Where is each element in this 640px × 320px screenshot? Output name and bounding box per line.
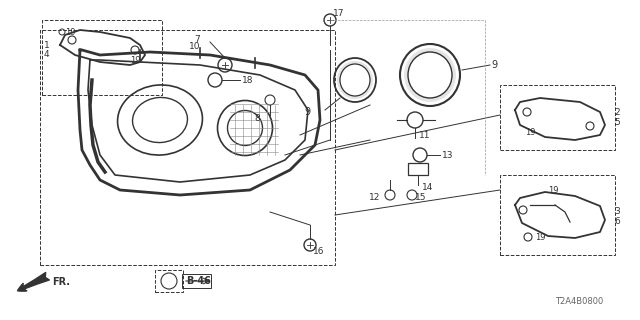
Text: 9: 9 [304, 107, 310, 117]
Text: 13: 13 [442, 150, 454, 159]
Text: 19: 19 [525, 127, 536, 137]
Bar [500, 85, 615, 150]
Bar [500, 175, 615, 255]
Text: T2A4B0800: T2A4B0800 [555, 298, 604, 307]
Circle shape [265, 95, 275, 105]
Text: 18: 18 [242, 76, 253, 84]
Bar [408, 163, 428, 175]
Bar [40, 30, 335, 265]
Circle shape [413, 148, 427, 162]
Text: 1: 1 [44, 41, 50, 50]
Text: 19: 19 [535, 233, 545, 242]
Circle shape [407, 112, 423, 128]
Text: 19: 19 [130, 55, 141, 65]
Text: B-46: B-46 [186, 276, 211, 286]
Circle shape [385, 190, 395, 200]
Text: 8: 8 [254, 114, 260, 123]
Text: 2: 2 [614, 108, 620, 116]
Text: 11: 11 [419, 131, 431, 140]
Circle shape [304, 239, 316, 251]
Bar [42, 20, 162, 95]
Circle shape [324, 14, 336, 26]
Text: 9: 9 [491, 60, 497, 70]
Text: 4: 4 [44, 50, 50, 59]
Circle shape [407, 190, 417, 200]
Bar [155, 270, 183, 292]
Text: 14: 14 [422, 182, 433, 191]
Ellipse shape [337, 61, 373, 99]
Ellipse shape [404, 48, 456, 102]
Text: 5: 5 [614, 117, 620, 126]
Text: 3: 3 [614, 207, 620, 217]
Text: FR.: FR. [52, 277, 70, 287]
Text: 19: 19 [548, 186, 559, 195]
Text: 10: 10 [189, 42, 200, 51]
Text: 17: 17 [333, 9, 344, 18]
Text: 7: 7 [195, 35, 200, 44]
Circle shape [208, 73, 222, 87]
Ellipse shape [408, 52, 452, 98]
Text: 12: 12 [369, 194, 380, 203]
Text: 15: 15 [415, 194, 426, 203]
Text: 6: 6 [614, 218, 620, 227]
Ellipse shape [340, 64, 370, 96]
Text: 19: 19 [65, 28, 76, 36]
Circle shape [218, 58, 232, 72]
Text: 16: 16 [313, 247, 324, 257]
